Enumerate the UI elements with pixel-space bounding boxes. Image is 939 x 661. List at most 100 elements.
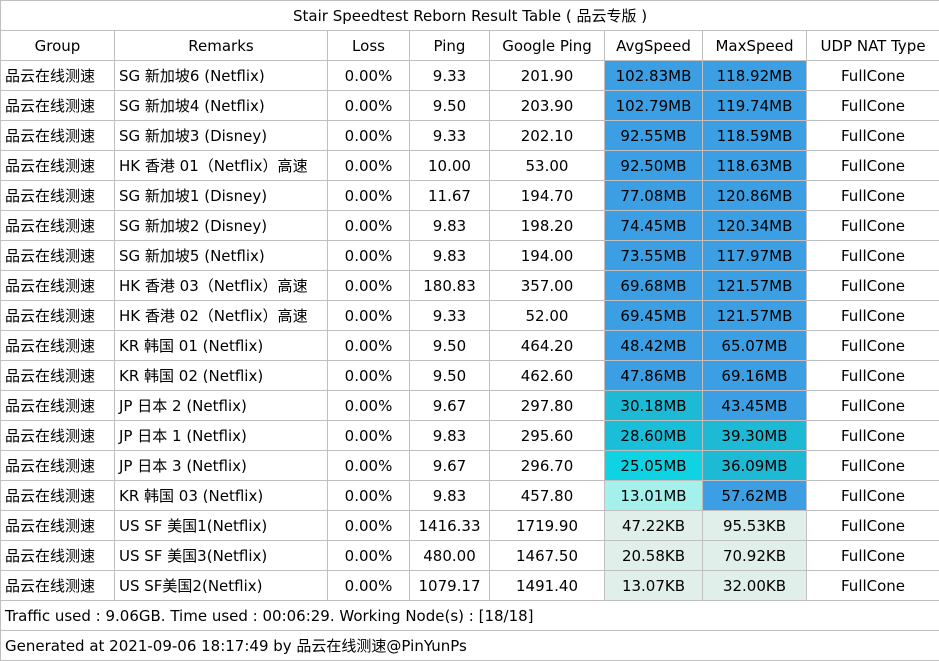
cell-loss: 0.00% — [328, 421, 410, 451]
cell-loss: 0.00% — [328, 301, 410, 331]
cell-ping: 9.83 — [410, 241, 490, 271]
cell-loss: 0.00% — [328, 181, 410, 211]
cell-loss: 0.00% — [328, 541, 410, 571]
cell-remarks: SG 新加坡3 (Disney) — [115, 121, 328, 151]
cell-group: 品云在线测速 — [1, 421, 115, 451]
cell-remarks: JP 日本 2 (Netflix) — [115, 391, 328, 421]
cell-google-ping: 52.00 — [490, 301, 605, 331]
cell-group: 品云在线测速 — [1, 271, 115, 301]
cell-remarks: US SF 美国3(Netflix) — [115, 541, 328, 571]
cell-ping: 1079.17 — [410, 571, 490, 601]
cell-avg-speed: 69.68MB — [605, 271, 703, 301]
header-udp-nat-type: UDP NAT Type — [807, 31, 939, 61]
cell-max-speed: 57.62MB — [703, 481, 807, 511]
cell-remarks: KR 韩国 02 (Netflix) — [115, 361, 328, 391]
cell-remarks: KR 韩国 03 (Netflix) — [115, 481, 328, 511]
cell-remarks: US SF美国2(Netflix) — [115, 571, 328, 601]
generated-row: Generated at 2021-09-06 18:17:49 by 品云在线… — [1, 631, 939, 661]
cell-ping: 9.67 — [410, 391, 490, 421]
cell-group: 品云在线测速 — [1, 481, 115, 511]
cell-udp-nat-type: FullCone — [807, 571, 939, 601]
cell-udp-nat-type: FullCone — [807, 61, 939, 91]
cell-remarks: JP 日本 3 (Netflix) — [115, 451, 328, 481]
cell-loss: 0.00% — [328, 241, 410, 271]
cell-group: 品云在线测速 — [1, 361, 115, 391]
cell-remarks: SG 新加坡5 (Netflix) — [115, 241, 328, 271]
cell-avg-speed: 48.42MB — [605, 331, 703, 361]
cell-group: 品云在线测速 — [1, 541, 115, 571]
header-loss: Loss — [328, 31, 410, 61]
cell-udp-nat-type: FullCone — [807, 211, 939, 241]
cell-udp-nat-type: FullCone — [807, 511, 939, 541]
cell-avg-speed: 74.45MB — [605, 211, 703, 241]
cell-group: 品云在线测速 — [1, 61, 115, 91]
cell-remarks: US SF 美国1(Netflix) — [115, 511, 328, 541]
cell-max-speed: 65.07MB — [703, 331, 807, 361]
cell-google-ping: 194.70 — [490, 181, 605, 211]
cell-udp-nat-type: FullCone — [807, 361, 939, 391]
cell-max-speed: 120.34MB — [703, 211, 807, 241]
cell-udp-nat-type: FullCone — [807, 331, 939, 361]
cell-avg-speed: 102.79MB — [605, 91, 703, 121]
cell-loss: 0.00% — [328, 331, 410, 361]
cell-google-ping: 202.10 — [490, 121, 605, 151]
cell-udp-nat-type: FullCone — [807, 421, 939, 451]
cell-google-ping: 201.90 — [490, 61, 605, 91]
cell-google-ping: 457.80 — [490, 481, 605, 511]
traffic-summary: Traffic used : 9.06GB. Time used : 00:06… — [1, 601, 939, 631]
cell-max-speed: 118.63MB — [703, 151, 807, 181]
cell-remarks: SG 新加坡6 (Netflix) — [115, 61, 328, 91]
cell-loss: 0.00% — [328, 211, 410, 241]
cell-max-speed: 118.92MB — [703, 61, 807, 91]
cell-google-ping: 1467.50 — [490, 541, 605, 571]
cell-google-ping: 462.60 — [490, 361, 605, 391]
cell-ping: 9.83 — [410, 211, 490, 241]
cell-loss: 0.00% — [328, 91, 410, 121]
cell-group: 品云在线测速 — [1, 571, 115, 601]
cell-ping: 9.50 — [410, 361, 490, 391]
table-title: Stair Speedtest Reborn Result Table ( 品云… — [1, 1, 939, 31]
header-row: Group Remarks Loss Ping Google Ping AvgS… — [1, 31, 939, 61]
header-google-ping: Google Ping — [490, 31, 605, 61]
cell-avg-speed: 73.55MB — [605, 241, 703, 271]
cell-max-speed: 43.45MB — [703, 391, 807, 421]
cell-max-speed: 39.30MB — [703, 421, 807, 451]
cell-google-ping: 297.80 — [490, 391, 605, 421]
cell-group: 品云在线测速 — [1, 241, 115, 271]
cell-avg-speed: 92.50MB — [605, 151, 703, 181]
cell-max-speed: 32.00KB — [703, 571, 807, 601]
cell-loss: 0.00% — [328, 61, 410, 91]
cell-group: 品云在线测速 — [1, 151, 115, 181]
cell-avg-speed: 30.18MB — [605, 391, 703, 421]
cell-max-speed: 117.97MB — [703, 241, 807, 271]
header-avg-speed: AvgSpeed — [605, 31, 703, 61]
cell-group: 品云在线测速 — [1, 181, 115, 211]
cell-loss: 0.00% — [328, 571, 410, 601]
cell-max-speed: 70.92KB — [703, 541, 807, 571]
cell-remarks: SG 新加坡4 (Netflix) — [115, 91, 328, 121]
cell-ping: 9.83 — [410, 481, 490, 511]
cell-google-ping: 194.00 — [490, 241, 605, 271]
cell-udp-nat-type: FullCone — [807, 301, 939, 331]
cell-udp-nat-type: FullCone — [807, 121, 939, 151]
cell-google-ping: 203.90 — [490, 91, 605, 121]
cell-avg-speed: 28.60MB — [605, 421, 703, 451]
cell-avg-speed: 47.86MB — [605, 361, 703, 391]
cell-google-ping: 1719.90 — [490, 511, 605, 541]
cell-avg-speed: 13.07KB — [605, 571, 703, 601]
cell-group: 品云在线测速 — [1, 391, 115, 421]
cell-loss: 0.00% — [328, 391, 410, 421]
header-remarks: Remarks — [115, 31, 328, 61]
cell-ping: 9.83 — [410, 421, 490, 451]
